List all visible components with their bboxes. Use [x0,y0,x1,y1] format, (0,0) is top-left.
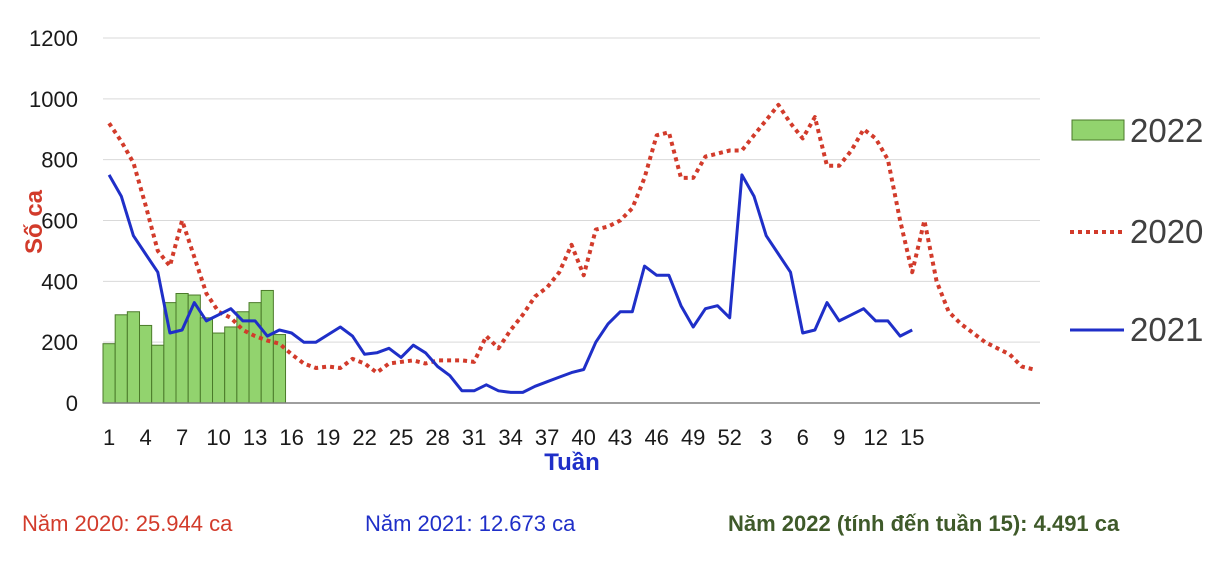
x-tick-label: 15 [900,425,924,450]
chart: 0 200 400 600 800 1000 1200 1 4 7 10 13 16 19 22 25 28 3… [21,26,1203,476]
summary-2022: Năm 2022 (tính đến tuần 15): 4.491 ca [728,511,1120,536]
line-2021 [107,173,913,394]
y-tick-label: 0 [66,391,78,416]
legend-label-2020: 2020 [1130,213,1203,250]
x-tick-label: 28 [425,425,449,450]
x-tick-label: 13 [243,425,267,450]
y-tick-label: 1200 [29,26,78,51]
y-tick-label: 600 [41,209,78,234]
x-tick-label: 7 [176,425,188,450]
x-tick-label: 10 [206,425,230,450]
bar-2022 [114,314,128,404]
legend: 2022 2020 2021 [1070,112,1203,348]
x-tick-label: 16 [279,425,303,450]
x-tick-label: 31 [462,425,486,450]
x-tick-label: 25 [389,425,413,450]
y-tick-label: 800 [41,148,78,173]
x-tick-label: 34 [498,425,522,450]
bar-2022 [212,332,226,404]
bar-2022 [260,289,274,404]
x-tick-label: 52 [717,425,741,450]
y-axis-ticks: 0 200 400 600 800 1000 1200 [29,26,78,416]
x-tick-label: 19 [316,425,340,450]
x-tick-label: 49 [681,425,705,450]
y-tick-label: 400 [41,269,78,294]
y-axis-label: Số ca [21,189,48,254]
bar-2022 [199,317,214,404]
lines [107,102,1035,394]
x-tick-label: 22 [352,425,376,450]
summary-2020: Năm 2020: 25.944 ca [22,511,233,536]
y-tick-label: 200 [41,330,78,355]
x-tick-label: 40 [571,425,595,450]
x-tick-label: 43 [608,425,632,450]
x-tick-label: 46 [644,425,668,450]
legend-label-2022: 2022 [1130,112,1203,149]
x-tick-label: 9 [833,425,845,450]
gridlines [103,37,1040,343]
bar-2022 [126,311,141,404]
x-tick-label: 12 [863,425,887,450]
summary-2021: Năm 2021: 12.673 ca [365,511,576,536]
bar-2022 [102,343,116,404]
x-axis-ticks: 1 4 7 10 13 16 19 22 25 28 31 34 37 40 43 46 49 52 3 6 9 12 15 [103,425,925,450]
bar-2022 [151,344,165,404]
legend-swatch-2022 [1071,119,1125,141]
x-axis-label: Tuần [544,449,600,476]
y-tick-label: 1000 [29,87,78,112]
bar-2022 [175,293,189,404]
x-tick-label: 4 [139,425,151,450]
x-tick-label: 1 [103,425,115,450]
bar-2022 [248,302,262,404]
x-tick-label: 3 [760,425,772,450]
bar-2022 [139,324,153,404]
bars-2022 [102,289,287,404]
legend-label-2021: 2021 [1130,311,1203,348]
line-2020 [107,102,1035,375]
bar-2022 [224,326,238,404]
x-tick-label: 37 [535,425,559,450]
x-tick-label: 6 [797,425,809,450]
